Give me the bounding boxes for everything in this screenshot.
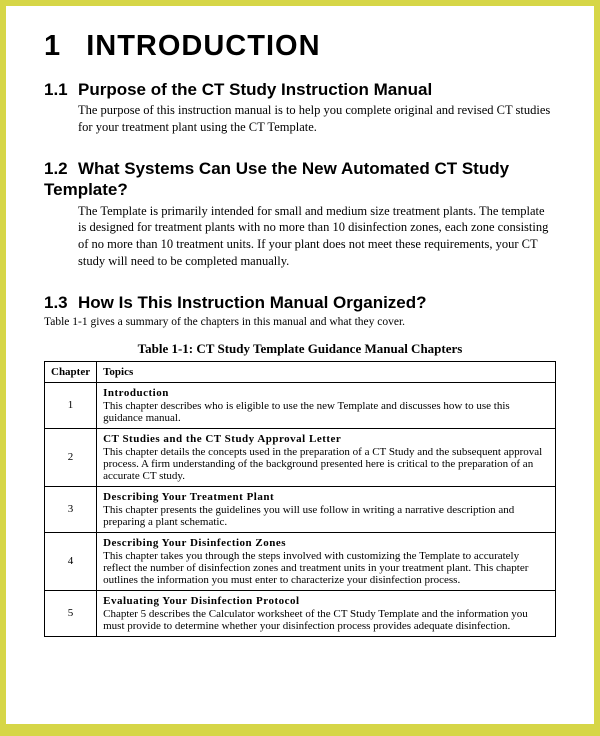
table-header-topics: Topics [97, 361, 556, 382]
row-desc: This chapter details the concepts used i… [103, 446, 542, 482]
cell-chapter: 3 [45, 486, 97, 532]
section-body: Table 1-1 gives a summary of the chapter… [44, 315, 556, 331]
document-page: 1 INTRODUCTION 1.1Purpose of the CT Stud… [6, 6, 594, 724]
chapter-number: 1 [44, 30, 61, 62]
table-row: 4 Describing Your Disinfection Zones Thi… [45, 532, 556, 590]
section-number: 1.2 [44, 158, 78, 179]
section-heading-text: How Is This Instruction Manual Organized… [78, 293, 427, 312]
cell-topics: CT Studies and the CT Study Approval Let… [97, 428, 556, 486]
section-body: The Template is primarily intended for s… [78, 203, 556, 271]
table-header-row: Chapter Topics [45, 361, 556, 382]
row-title: CT Studies and the CT Study Approval Let… [103, 433, 549, 445]
section-heading: 1.3How Is This Instruction Manual Organi… [44, 292, 556, 313]
cell-topics: Introduction This chapter describes who … [97, 382, 556, 428]
row-title: Evaluating Your Disinfection Protocol [103, 595, 549, 607]
chapter-title: 1 INTRODUCTION [44, 30, 556, 63]
section-heading: 1.2What Systems Can Use the New Automate… [44, 158, 556, 201]
table-row: 2 CT Studies and the CT Study Approval L… [45, 428, 556, 486]
row-desc: This chapter takes you through the steps… [103, 550, 528, 586]
table-row: 3 Describing Your Treatment Plant This c… [45, 486, 556, 532]
section-heading-text: Purpose of the CT Study Instruction Manu… [78, 80, 432, 99]
row-title: Describing Your Treatment Plant [103, 491, 549, 503]
section-number: 1.3 [44, 292, 78, 313]
table-row: 1 Introduction This chapter describes wh… [45, 382, 556, 428]
cell-topics: Describing Your Disinfection Zones This … [97, 532, 556, 590]
section-heading-text: What Systems Can Use the New Automated C… [44, 159, 509, 199]
section-1-3: 1.3How Is This Instruction Manual Organi… [44, 292, 556, 331]
row-desc: This chapter presents the guidelines you… [103, 504, 514, 528]
cell-chapter: 4 [45, 532, 97, 590]
row-desc: This chapter describes who is eligible t… [103, 400, 510, 424]
table-caption: Table 1-1: CT Study Template Guidance Ma… [44, 341, 556, 357]
chapter-title-text: INTRODUCTION [86, 30, 320, 62]
chapters-table: Chapter Topics 1 Introduction This chapt… [44, 361, 556, 637]
cell-topics: Evaluating Your Disinfection Protocol Ch… [97, 590, 556, 636]
row-title: Describing Your Disinfection Zones [103, 537, 549, 549]
table-header-chapter: Chapter [45, 361, 97, 382]
section-body: The purpose of this instruction manual i… [78, 102, 556, 136]
cell-chapter: 5 [45, 590, 97, 636]
section-1-2: 1.2What Systems Can Use the New Automate… [44, 158, 556, 270]
row-desc: Chapter 5 describes the Calculator works… [103, 608, 528, 632]
cell-chapter: 1 [45, 382, 97, 428]
table-row: 5 Evaluating Your Disinfection Protocol … [45, 590, 556, 636]
section-heading: 1.1Purpose of the CT Study Instruction M… [44, 79, 556, 100]
section-1-1: 1.1Purpose of the CT Study Instruction M… [44, 79, 556, 136]
cell-chapter: 2 [45, 428, 97, 486]
cell-topics: Describing Your Treatment Plant This cha… [97, 486, 556, 532]
row-title: Introduction [103, 387, 549, 399]
section-number: 1.1 [44, 79, 78, 100]
